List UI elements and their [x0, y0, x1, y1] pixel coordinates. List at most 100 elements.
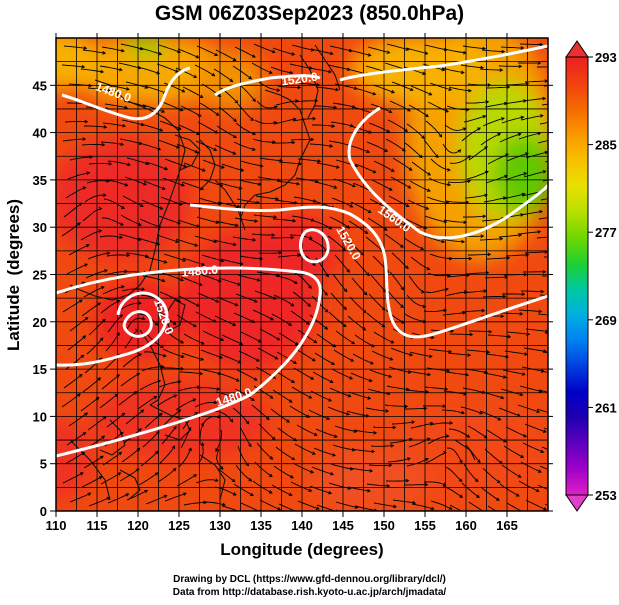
streamline-arrow: [462, 127, 467, 131]
streamline: [126, 317, 145, 330]
streamline-arrow: [87, 492, 92, 496]
streamline-arrow: [392, 425, 397, 430]
streamline-arrow: [537, 131, 542, 136]
height-contours: [56, 44, 548, 458]
streamline-arrow: [81, 451, 85, 456]
contour-line-1520: [339, 44, 548, 82]
streamline-arrow: [245, 462, 250, 467]
streamline: [351, 277, 368, 296]
streamline: [462, 387, 486, 394]
streamline: [499, 483, 520, 497]
streamline-arrow: [137, 222, 142, 226]
streamline-arrow: [366, 149, 371, 153]
streamline: [351, 106, 374, 115]
streamline-arrow: [521, 372, 526, 376]
streamline: [461, 482, 480, 498]
streamline: [81, 302, 101, 317]
streamline: [289, 63, 313, 69]
streamline: [461, 310, 485, 313]
streamline-arrow: [506, 85, 511, 89]
streamline-arrow: [234, 302, 239, 307]
x-tick-labels: 110 115 120 125 130 135 140 145 150 155 160 165: [46, 518, 518, 533]
streamline-arrow: [268, 70, 273, 74]
streamline-arrow: [383, 227, 388, 231]
streamline: [523, 347, 547, 352]
streamline-arrow: [102, 416, 107, 420]
streamline: [68, 244, 90, 256]
streamline: [254, 119, 277, 125]
streamline: [240, 331, 262, 343]
streamline-arrow: [273, 215, 278, 219]
streamline: [239, 84, 256, 102]
streamline: [315, 428, 338, 438]
streamline-arrow: [562, 275, 565, 278]
streamline-arrow: [136, 372, 141, 377]
streamline: [506, 152, 529, 162]
streamline: [83, 455, 104, 469]
streamline: [175, 238, 198, 247]
streamline-arrow: [497, 132, 502, 137]
streamline-arrow: [484, 170, 489, 175]
streamline-arrow: [367, 488, 371, 493]
streamline-arrow: [172, 321, 177, 326]
streamline: [353, 258, 370, 276]
streamline-arrow: [99, 455, 104, 460]
streamline-arrow: [77, 393, 81, 397]
streamline: [498, 234, 522, 238]
streamline-arrow: [469, 332, 474, 337]
streamline-arrow: [463, 50, 467, 55]
streamline-arrow: [154, 322, 159, 326]
streamline-arrow: [404, 404, 409, 409]
streamline: [332, 444, 355, 451]
streamline-arrow: [177, 49, 182, 54]
streamline: [405, 389, 429, 393]
streamline-arrow: [248, 75, 253, 80]
streamline-arrow: [142, 182, 147, 186]
streamline: [270, 66, 293, 74]
streamline-arrow: [89, 155, 94, 159]
streamline-arrow: [331, 124, 336, 128]
streamline: [142, 104, 165, 113]
streamline: [390, 347, 413, 356]
streamline: [519, 43, 543, 46]
streamline-arrow: [360, 251, 365, 256]
streamline: [87, 87, 111, 92]
streamline: [289, 405, 310, 418]
streamline: [214, 315, 236, 326]
streamline-arrow: [172, 467, 177, 472]
streamline-arrow: [276, 337, 281, 341]
streamline-arrow: [98, 206, 103, 211]
streamline-arrow: [215, 448, 219, 452]
streamline-arrow: [135, 468, 140, 472]
streamline: [386, 214, 407, 227]
streamline-arrow: [122, 123, 127, 128]
streamline-arrow: [422, 319, 427, 324]
streamline-arrow: [154, 472, 159, 476]
streamline-arrow: [308, 488, 313, 492]
streamline: [539, 122, 548, 125]
streamline: [164, 329, 184, 344]
streamline: [183, 162, 206, 172]
streamline: [314, 181, 337, 189]
streamline: [308, 409, 330, 420]
contour-line-1520: [299, 228, 330, 264]
streamline: [194, 401, 217, 408]
streamline: [144, 413, 163, 429]
streamline: [314, 352, 335, 365]
streamline: [161, 426, 177, 445]
streamline-arrow: [203, 500, 208, 505]
streamline: [370, 445, 394, 447]
streamline: [119, 302, 141, 311]
streamline-arrow: [216, 387, 221, 391]
streamline-arrow: [426, 188, 431, 192]
streamline: [462, 215, 486, 218]
streamline: [84, 194, 106, 203]
streamline: [441, 67, 464, 74]
streamline: [144, 256, 167, 264]
streamline: [195, 479, 218, 484]
streamline-arrow: [291, 140, 296, 145]
streamline-arrow: [418, 154, 423, 159]
streamline-arrow: [136, 447, 141, 452]
streamline: [481, 391, 504, 399]
streamline-arrow: [80, 354, 85, 359]
